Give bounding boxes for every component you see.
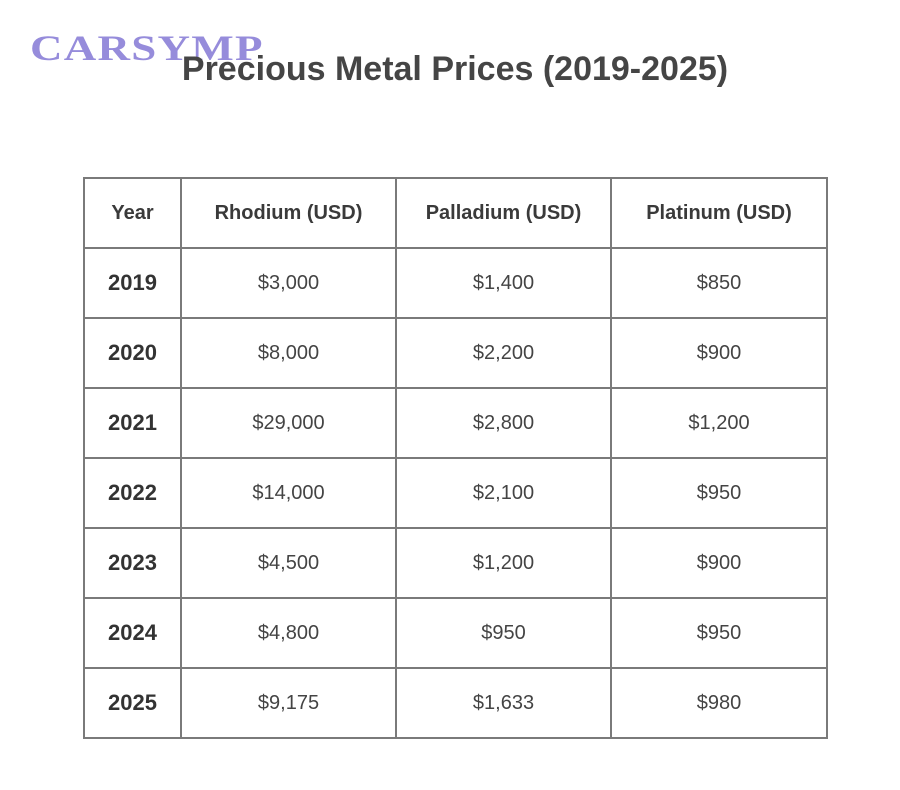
logo: CARSYMP <box>30 28 264 68</box>
table-row: 2025 $9,175 $1,633 $980 <box>83 667 828 739</box>
price-cell: $4,500 <box>180 527 397 599</box>
table-row: 2024 $4,800 $950 $950 <box>83 597 828 669</box>
price-cell: $2,200 <box>395 317 612 389</box>
price-cell: $950 <box>610 457 828 529</box>
price-cell: $2,800 <box>395 387 612 459</box>
title: Precious Metal Prices (2019-2025) <box>181 50 729 88</box>
price-cell: $900 <box>610 527 828 599</box>
price-cell: $2,100 <box>395 457 612 529</box>
price-cell: $8,000 <box>180 317 397 389</box>
price-cell: $9,175 <box>180 667 397 739</box>
year-cell: 2022 <box>83 457 182 529</box>
year-cell: 2019 <box>83 247 182 319</box>
header-row: Year Rhodium (USD) Palladium (USD) Platinum… <box>83 177 828 249</box>
price-table: Year Rhodium (USD) Palladium (USD) Platinum… <box>83 177 828 739</box>
column-header: Year <box>83 177 182 249</box>
column-header: Platinum (USD) <box>610 177 828 249</box>
table-row: 2020 $8,000 $2,200 $900 <box>83 317 828 389</box>
price-cell: $1,200 <box>610 387 828 459</box>
year-cell: 2021 <box>83 387 182 459</box>
price-cell: $980 <box>610 667 828 739</box>
table-row: 2021 $29,000 $2,800 $1,200 <box>83 387 828 459</box>
price-cell: $850 <box>610 247 828 319</box>
price-cell: $1,633 <box>395 667 612 739</box>
table-row: 2019 $3,000 $1,400 $850 <box>83 247 828 319</box>
year-cell: 2025 <box>83 667 182 739</box>
table-row: 2022 $14,000 $2,100 $950 <box>83 457 828 529</box>
price-cell: $4,800 <box>180 597 397 669</box>
year-cell: 2020 <box>83 317 182 389</box>
price-cell: $950 <box>610 597 828 669</box>
year-cell: 2024 <box>83 597 182 669</box>
column-header: Rhodium (USD) <box>180 177 397 249</box>
column-header: Palladium (USD) <box>395 177 612 249</box>
table-row: 2023 $4,500 $1,200 $900 <box>83 527 828 599</box>
price-cell: $14,000 <box>180 457 397 529</box>
table-body: 2019 $3,000 $1,400 $850 2020 $8,000 $2,200 $900… <box>83 247 828 739</box>
year-cell: 2023 <box>83 527 182 599</box>
price-cell: $900 <box>610 317 828 389</box>
price-cell: $950 <box>395 597 612 669</box>
price-cell: $1,200 <box>395 527 612 599</box>
price-cell: $1,400 <box>395 247 612 319</box>
price-cell: $3,000 <box>180 247 397 319</box>
price-cell: $29,000 <box>180 387 397 459</box>
